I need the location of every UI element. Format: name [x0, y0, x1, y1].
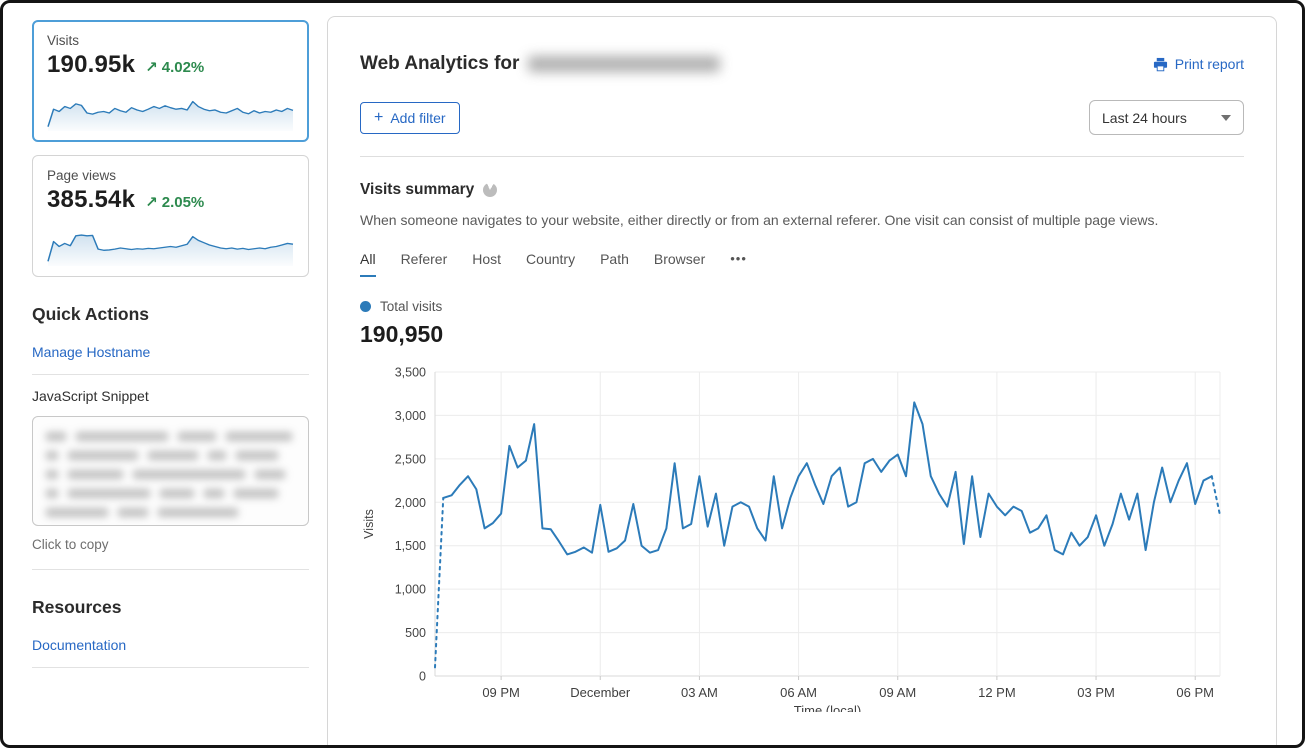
tab-browser[interactable]: Browser	[653, 251, 706, 267]
svg-text:09 AM: 09 AM	[879, 685, 916, 700]
legend-dot-icon	[360, 301, 371, 312]
svg-text:December: December	[570, 685, 631, 700]
sidebar-divider	[32, 374, 309, 375]
legend-label: Total visits	[380, 299, 443, 314]
svg-text:3,000: 3,000	[395, 409, 426, 423]
visits-sparkline	[47, 100, 294, 131]
tab-all[interactable]: All	[360, 251, 376, 277]
visits-card-value: 190.95k	[47, 51, 136, 78]
svg-text:12 PM: 12 PM	[978, 685, 1016, 700]
manage-hostname-link[interactable]: Manage Hostname	[32, 344, 151, 360]
tab-host[interactable]: Host	[472, 251, 502, 267]
tab-more[interactable]: •••	[730, 251, 747, 266]
page-title: Web Analytics for	[360, 53, 721, 75]
visits-summary-title: Visits summary	[360, 181, 475, 198]
print-report-link[interactable]: Print report	[1153, 56, 1244, 72]
pageviews-card-value: 385.54k	[47, 186, 136, 213]
blurred-code	[46, 432, 295, 517]
pageviews-card-label: Page views	[47, 168, 117, 183]
visits-card-label: Visits	[47, 33, 80, 48]
visits-summary-description: When someone navigates to your website, …	[360, 212, 1159, 228]
resources-heading: Resources	[32, 597, 122, 617]
summary-tabs: All Referer Host Country Path Browser •••	[360, 251, 1244, 277]
trend-up-icon: ↗	[145, 59, 158, 76]
tab-referer[interactable]: Referer	[400, 251, 448, 267]
quick-actions-heading: Quick Actions	[32, 304, 150, 324]
svg-text:Time (local): Time (local)	[794, 703, 861, 712]
time-range-value: Last 24 hours	[1102, 109, 1187, 126]
tab-country[interactable]: Country	[526, 251, 576, 267]
sidebar-divider	[32, 569, 309, 570]
documentation-link[interactable]: Documentation	[32, 637, 127, 653]
tab-path[interactable]: Path	[600, 251, 629, 267]
svg-text:3,500: 3,500	[395, 366, 426, 380]
panel-divider	[360, 156, 1244, 157]
svg-text:06 AM: 06 AM	[780, 685, 817, 700]
svg-text:2,500: 2,500	[395, 452, 426, 466]
chevron-down-icon	[1221, 115, 1231, 126]
pageviews-metric-card[interactable]: Page views 385.54k ↗ 2.05%	[32, 155, 309, 277]
total-visits-value: 190,950	[360, 321, 444, 347]
visits-summary-section: Visits summary When someone navigates to…	[360, 181, 1244, 718]
pageviews-card-delta: ↗ 2.05%	[145, 194, 205, 211]
time-range-select[interactable]: Last 24 hours	[1089, 100, 1244, 135]
visits-line-chart: 0 500 1,000 1,500 2,000 2,500 3,000 3,500 09 PM D…	[362, 366, 1221, 718]
svg-text:0: 0	[419, 670, 426, 684]
printer-icon	[1153, 57, 1167, 71]
pageviews-sparkline	[47, 234, 294, 266]
svg-text:03 AM: 03 AM	[681, 685, 718, 700]
blurred-site-domain	[528, 56, 721, 72]
click-to-copy-hint: Click to copy	[32, 537, 109, 552]
plus-icon: +	[374, 108, 384, 126]
svg-text:Visits: Visits	[362, 509, 376, 539]
svg-text:1,000: 1,000	[395, 583, 426, 597]
sidebar: Visits 190.95k ↗ 4.02% Page views 385.54…	[3, 3, 327, 745]
sidebar-divider	[32, 667, 309, 668]
javascript-snippet-label: JavaScript Snippet	[32, 388, 149, 404]
trend-up-icon: ↗	[145, 194, 158, 211]
chart-legend: Total visits	[360, 299, 1244, 314]
visits-chart: 0 500 1,000 1,500 2,000 2,500 3,000 3,500 09 PM D…	[360, 360, 1244, 718]
svg-text:1,500: 1,500	[395, 539, 426, 553]
main-panel: Web Analytics for Print report + Add fil…	[327, 16, 1277, 745]
visits-card-delta: ↗ 4.02%	[145, 59, 205, 76]
svg-text:03 PM: 03 PM	[1077, 685, 1115, 700]
svg-text:500: 500	[405, 626, 426, 640]
svg-text:2,000: 2,000	[395, 496, 426, 510]
pie-chart-icon	[483, 183, 498, 197]
js-snippet-code-box[interactable]	[32, 416, 309, 526]
svg-text:06 PM: 06 PM	[1176, 685, 1214, 700]
svg-text:09 PM: 09 PM	[482, 685, 520, 700]
add-filter-button[interactable]: + Add filter	[360, 101, 460, 134]
visits-metric-card[interactable]: Visits 190.95k ↗ 4.02%	[32, 20, 309, 142]
